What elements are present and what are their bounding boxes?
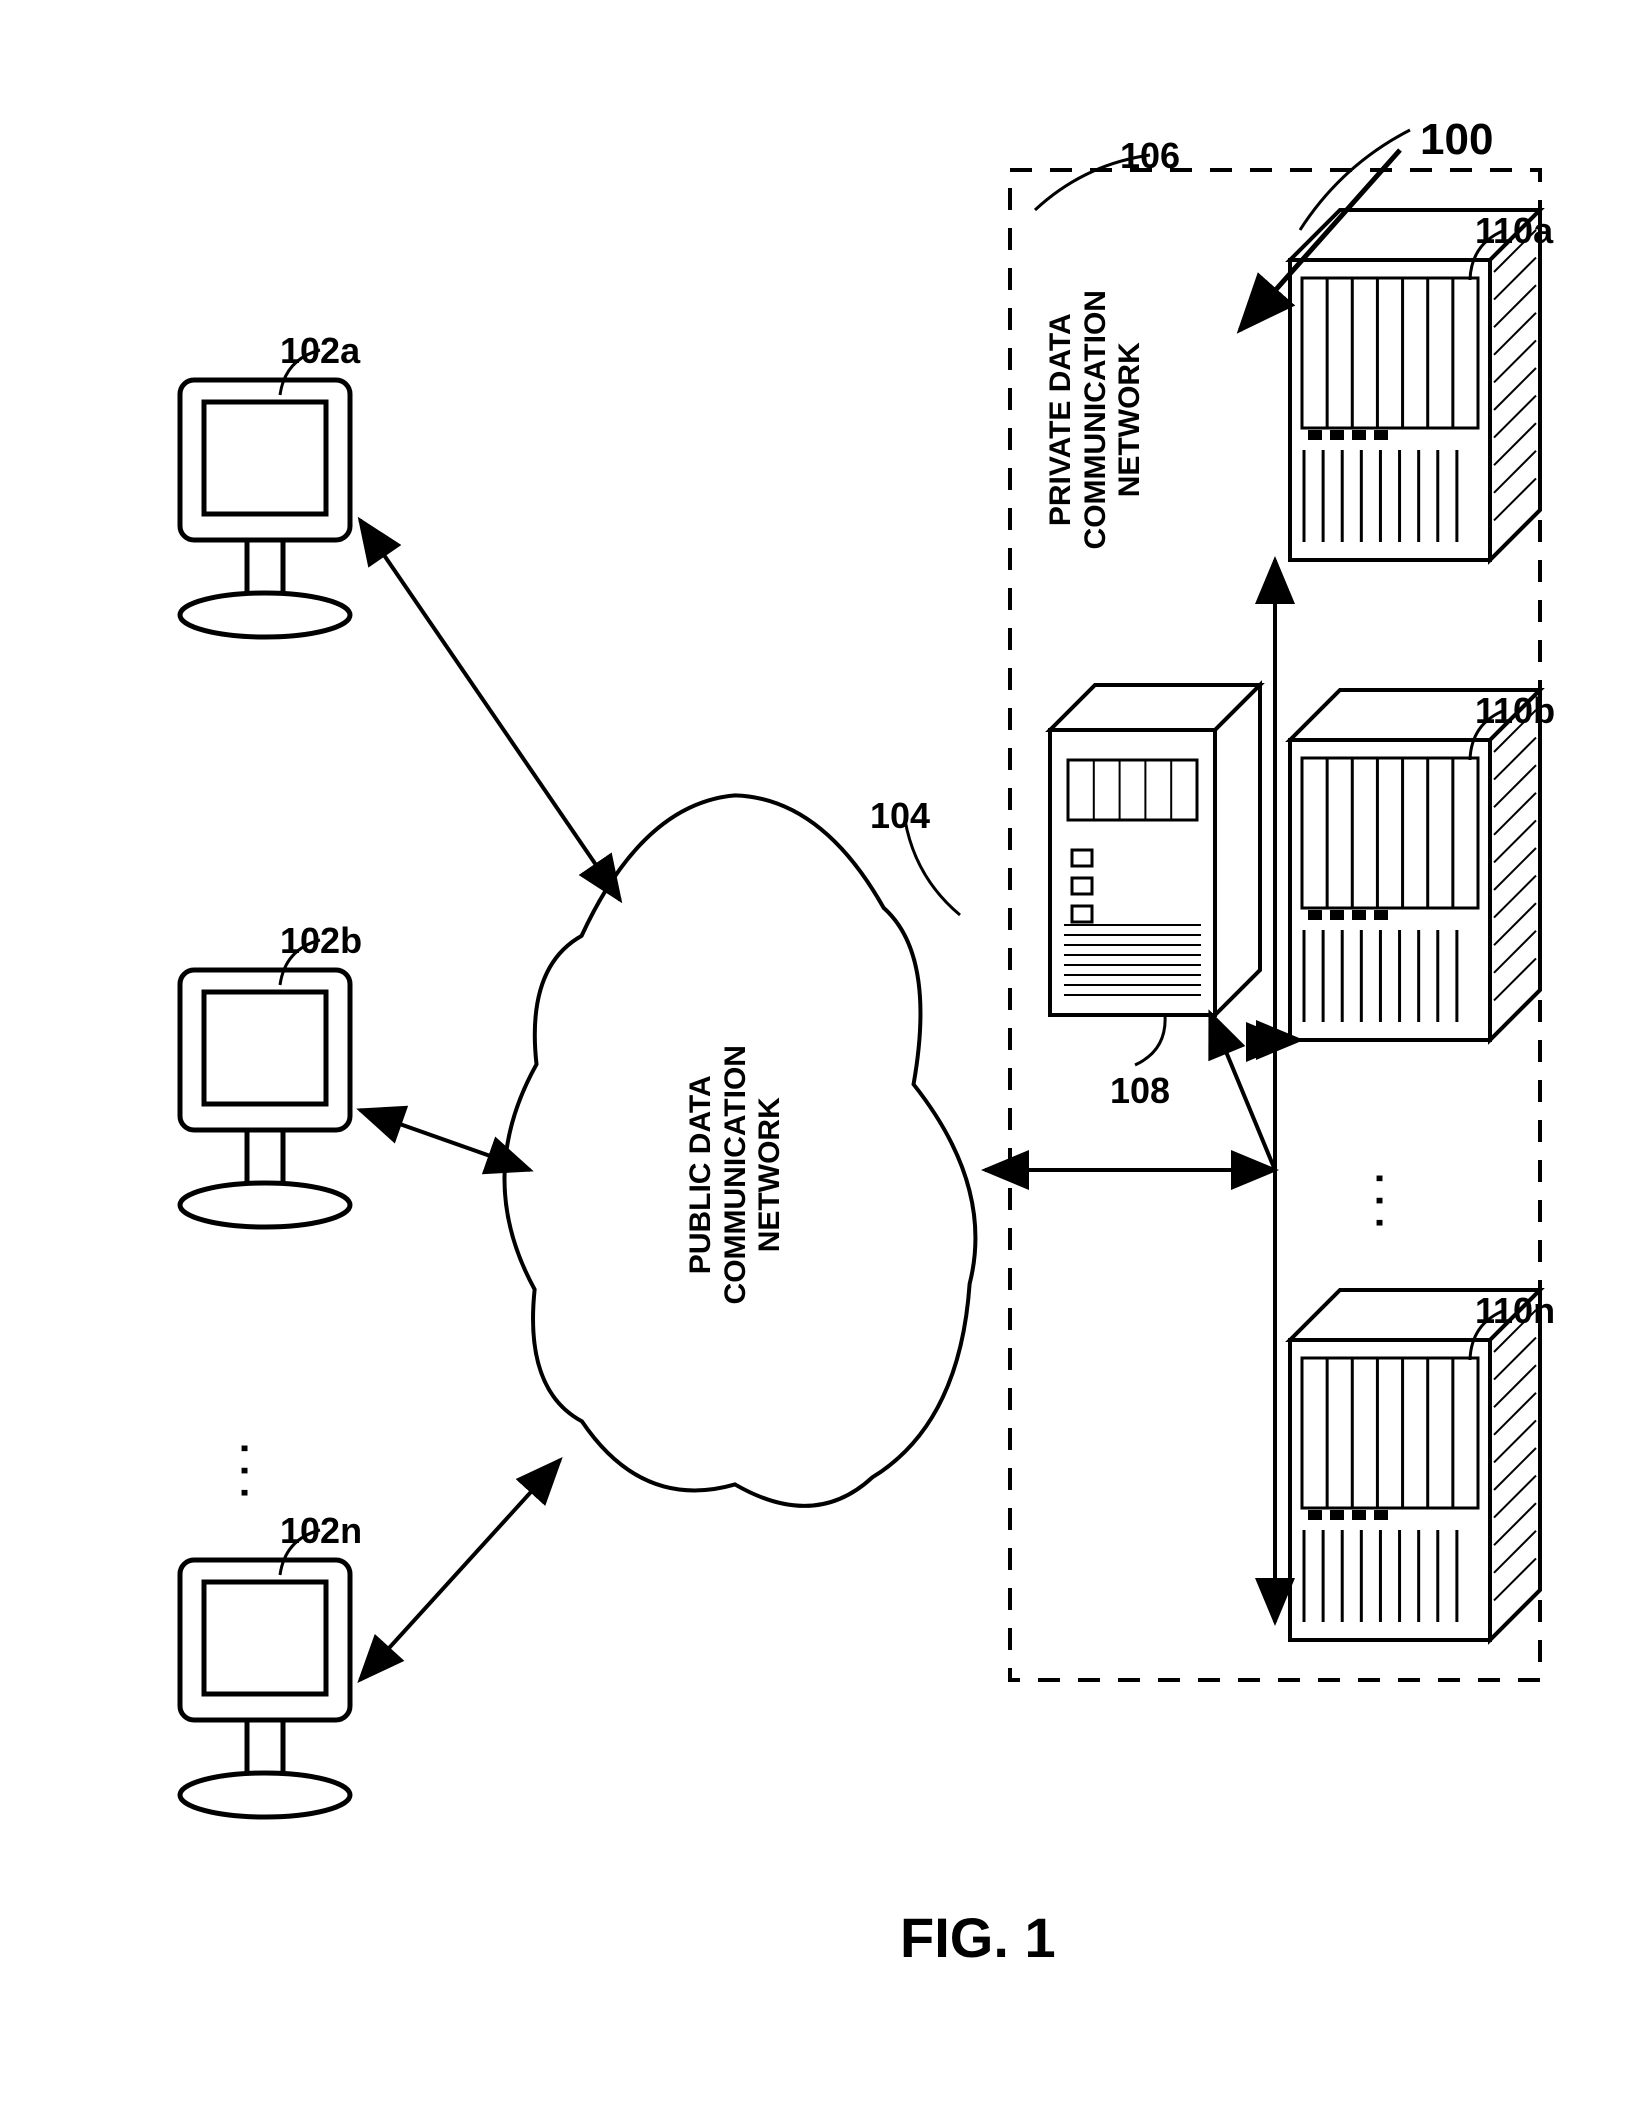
client-id-label: 102a: [280, 330, 360, 372]
cloud-id-label: 104: [870, 795, 930, 837]
server-icon: [1290, 690, 1540, 1040]
server-id-label: 110a: [1475, 210, 1553, 252]
client-id-label: 102n: [280, 1510, 362, 1552]
ellipsis-label: . . .: [1347, 1172, 1392, 1228]
ellipsis-label: . . .: [212, 1442, 257, 1498]
private-box-id-label: 106: [1120, 135, 1180, 177]
diagram-svg: [0, 0, 1646, 2105]
server-icon: [1290, 1290, 1540, 1640]
gateway-id-label: 108: [1110, 1070, 1170, 1112]
figure-caption: FIG. 1: [900, 1905, 1056, 1970]
server-id-label: 110b: [1475, 690, 1555, 732]
client-computer-icon: [180, 380, 350, 637]
gateway-icon: [1050, 685, 1260, 1015]
figure-id-label: 100: [1420, 115, 1493, 165]
client-id-label: 102b: [280, 920, 362, 962]
client-computer-icon: [180, 1560, 350, 1817]
diagram-canvas: [0, 0, 1646, 2105]
servers-group: [1290, 210, 1540, 1640]
clients-group: [180, 380, 350, 1817]
server-id-label: 110n: [1475, 1290, 1555, 1332]
client-computer-icon: [180, 970, 350, 1227]
cloud-text: PUBLIC DATA COMMUNICATION NETWORK: [683, 1045, 787, 1304]
private-network-title: PRIVATE DATA COMMUNICATION NETWORK: [1043, 290, 1147, 549]
server-icon: [1290, 210, 1540, 560]
